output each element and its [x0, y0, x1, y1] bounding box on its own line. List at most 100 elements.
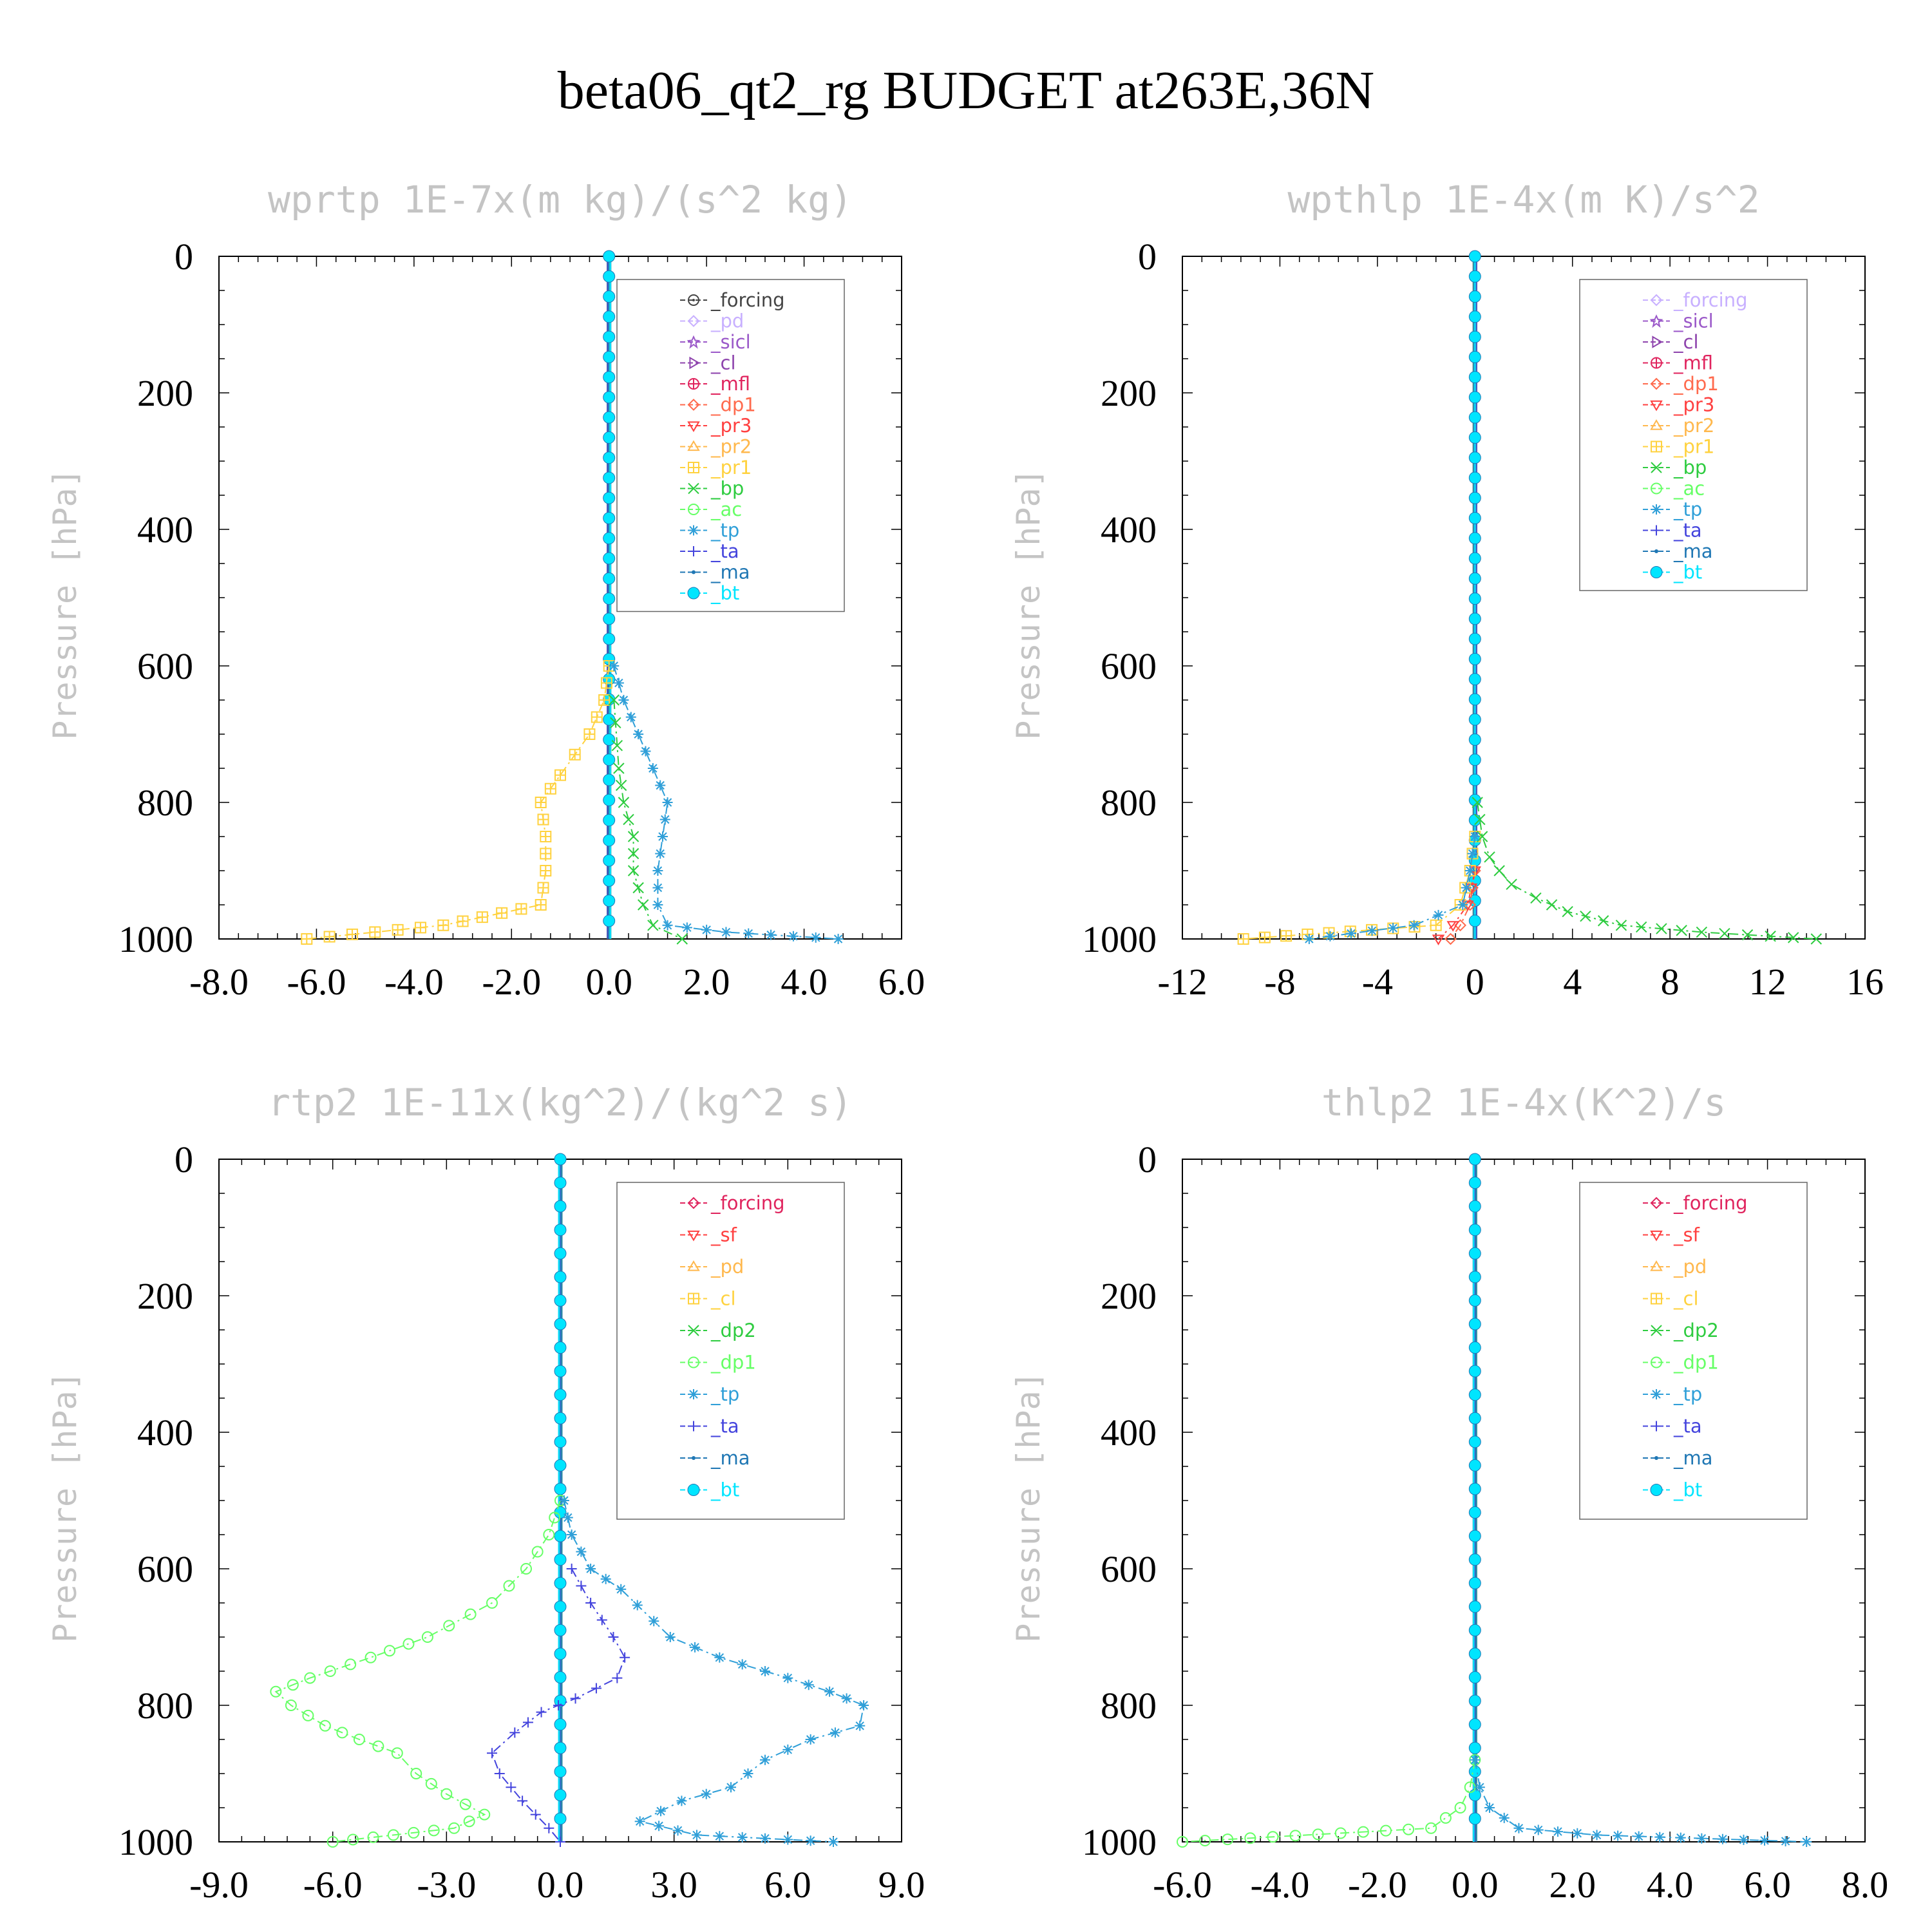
legend-marker	[688, 462, 699, 473]
data-point	[1553, 1826, 1563, 1837]
data-point	[1787, 932, 1799, 943]
data-point	[1457, 900, 1468, 910]
legend-marker	[688, 1356, 699, 1368]
data-point	[544, 782, 556, 795]
bt-point	[603, 572, 616, 585]
bt-point	[1468, 914, 1481, 927]
data-point	[1470, 1754, 1481, 1765]
legend-label: _dp1	[1673, 373, 1719, 395]
data-point	[486, 1597, 498, 1609]
legend-marker	[687, 315, 700, 327]
bt-point	[1468, 1577, 1481, 1589]
data-point	[647, 763, 658, 773]
legend-label: _sf	[1673, 1224, 1700, 1246]
bt-point	[603, 612, 616, 625]
data-point	[558, 1495, 569, 1506]
y-axis-label: Pressure [hPa]	[1010, 468, 1047, 739]
legend-label: _ta	[1673, 1416, 1702, 1437]
x-tick-label: 3.0	[650, 1864, 697, 1906]
bt-point	[1468, 1530, 1481, 1542]
bt-point	[1468, 572, 1481, 585]
data-point	[1312, 1828, 1324, 1841]
data-point	[270, 1685, 282, 1698]
data-point	[566, 1530, 577, 1540]
bt-point	[1468, 1318, 1481, 1331]
data-point	[323, 931, 336, 943]
data-point	[1303, 934, 1314, 944]
bt-point	[1468, 733, 1481, 746]
x-tick-label: 4	[1563, 961, 1582, 1003]
bt-point	[603, 814, 616, 827]
legend-box	[1579, 279, 1808, 591]
data-point	[476, 911, 488, 923]
data-point	[304, 1672, 316, 1684]
data-point	[1237, 933, 1249, 945]
legend-label: _pd	[710, 310, 744, 332]
data-point	[365, 1651, 377, 1663]
bt-point	[554, 1365, 567, 1378]
bt-point	[1468, 411, 1481, 424]
bt-point	[603, 874, 616, 887]
legend-item: _ac	[680, 498, 742, 520]
data-point	[1258, 931, 1271, 943]
legend-item: _bp	[680, 478, 744, 500]
legend: _forcing_pd_sicl_cl_mfl_dp1_pr3_pr2_pr1_…	[616, 279, 845, 612]
bt-point	[1468, 652, 1481, 665]
x-tick-label: -8.0	[189, 961, 249, 1003]
data-point	[714, 1831, 725, 1842]
legend-item: _pd	[1643, 1256, 1707, 1278]
data-point	[1439, 1812, 1452, 1824]
bt-point	[603, 250, 616, 263]
legend-item: _tp	[1643, 1383, 1702, 1405]
data-point	[1461, 882, 1472, 893]
series-line	[274, 1500, 561, 1842]
legend-label: _ma	[1673, 540, 1713, 562]
legend-item: _mfl	[1643, 352, 1713, 374]
x-tick-label: -4.0	[1251, 1864, 1310, 1906]
series-line	[1477, 802, 1817, 940]
legend-label: _forcing	[710, 289, 785, 311]
data-point	[616, 1584, 627, 1595]
legend-item: _pr1	[680, 457, 752, 478]
data-point	[1267, 1831, 1279, 1843]
data-point	[1484, 1803, 1495, 1813]
panel-title: thlp2 1E-4x(K^2)/s	[1321, 1081, 1727, 1124]
data-point	[566, 1564, 577, 1574]
x-tick-label: -4	[1362, 961, 1393, 1003]
legend-marker	[688, 546, 699, 556]
bt-point	[554, 1271, 567, 1283]
x-tick-label: 6.0	[878, 961, 925, 1003]
legend-label: _mfl	[710, 373, 750, 395]
bt-point	[1468, 451, 1481, 464]
bt-point	[603, 512, 616, 525]
legend-label: _tp	[1673, 498, 1702, 520]
data-point	[459, 1798, 471, 1810]
legend-item: _ma	[680, 1447, 750, 1469]
y-tick-label: 200	[1101, 1275, 1157, 1317]
chart-panel: wprtp 1E-7x(m kg)/(s^2 kg) Pressure [hPa]…	[46, 178, 925, 1003]
legend-item: _cl	[1643, 1288, 1699, 1310]
data-point	[1675, 1832, 1686, 1843]
x-tick-label: -3.0	[417, 1864, 476, 1906]
y-tick-label: 600	[1101, 1548, 1157, 1590]
bt-point	[554, 1459, 567, 1472]
legend-label: _bp	[1673, 457, 1707, 478]
legend-box	[616, 1182, 845, 1520]
data-point	[1474, 1782, 1485, 1793]
x-tick-label: -2.0	[1348, 1864, 1407, 1906]
legend-marker	[1650, 1260, 1663, 1271]
data-point	[1430, 919, 1442, 931]
bt-point	[603, 350, 616, 363]
legend-item: _ta	[1643, 1416, 1702, 1437]
data-point	[1444, 933, 1457, 945]
data-point	[701, 924, 712, 935]
bt-point	[554, 1788, 567, 1801]
legend-marker	[688, 482, 699, 495]
data-point	[1222, 1833, 1234, 1846]
y-tick-label: 400	[137, 509, 193, 551]
legend-marker	[692, 570, 696, 574]
data-point	[440, 1788, 453, 1800]
data-point	[506, 1782, 516, 1793]
legend-label: _dp2	[710, 1320, 756, 1341]
axis-ticks	[218, 256, 902, 940]
